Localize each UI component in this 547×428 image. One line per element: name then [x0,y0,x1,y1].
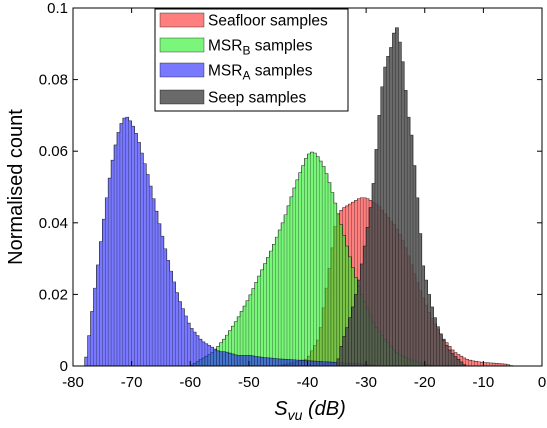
legend-label-text: samples [250,38,312,55]
legend-label: Seafloor samples [208,13,328,30]
legend-swatch [159,62,205,78]
y-tick-label: 0.04 [39,215,68,232]
y-tick-label: 0.08 [39,72,68,89]
legend-label-text: Seafloor samples [208,13,328,30]
legend-entry-seep-samples: Seep samples [159,89,306,107]
series-outline [319,27,467,367]
axis-tick-labels: -80 -70 -60 -50 -40 -30 -20 -10 0 0 0.02 0.04 0.06 0.… [39,0,546,391]
x-tick-label: -10 [473,374,495,391]
legend-swatch [159,89,205,105]
x-tick-label: -40 [297,374,319,391]
x-tick-label: 0 [538,374,546,391]
y-tick-label: 0 [60,358,68,375]
legend-label: MSRB samples [208,38,313,58]
x-axis-title-subscript: vu [288,407,303,423]
legend-label-text: MSR [208,38,242,55]
x-tick-label: -50 [238,374,260,391]
legend-label: Seep samples [208,90,306,107]
x-axis-title: Svu (dB) [274,398,345,423]
legend-label-text: samples [250,63,312,80]
y-tick-label: 0.1 [47,0,68,17]
legend-entry-seafloor-samples: Seafloor samples [159,12,328,30]
legend-label-text: Seep samples [208,90,306,107]
legend-label-text: MSR [208,63,242,80]
series-seep-samples [319,27,467,367]
x-tick-label: -80 [62,374,84,391]
series-outline [84,116,379,367]
x-axis-title-units: (dB) [302,398,345,420]
y-tick-label: 0.02 [39,286,68,303]
x-tick-label: -60 [179,374,201,391]
y-tick-label: 0.06 [39,143,68,160]
series-layer [84,27,513,367]
series-msr-a-samples [84,116,379,367]
x-tick-label: -20 [414,374,436,391]
x-tick-label: -30 [355,374,377,391]
legend-entry-msr-b-samples: MSRB samples [159,37,313,58]
legend-label-subscript: A [242,69,250,83]
x-axis-title-main: S [274,398,288,420]
legend-label: MSRA samples [208,63,313,83]
legend-label-subscript: B [242,44,250,58]
legend-swatch [159,37,205,53]
legend-entry-msr-a-samples: MSRA samples [159,62,313,83]
y-axis-title: Normalised count [5,109,27,265]
legend-swatch [159,12,205,28]
x-tick-label: -70 [121,374,143,391]
